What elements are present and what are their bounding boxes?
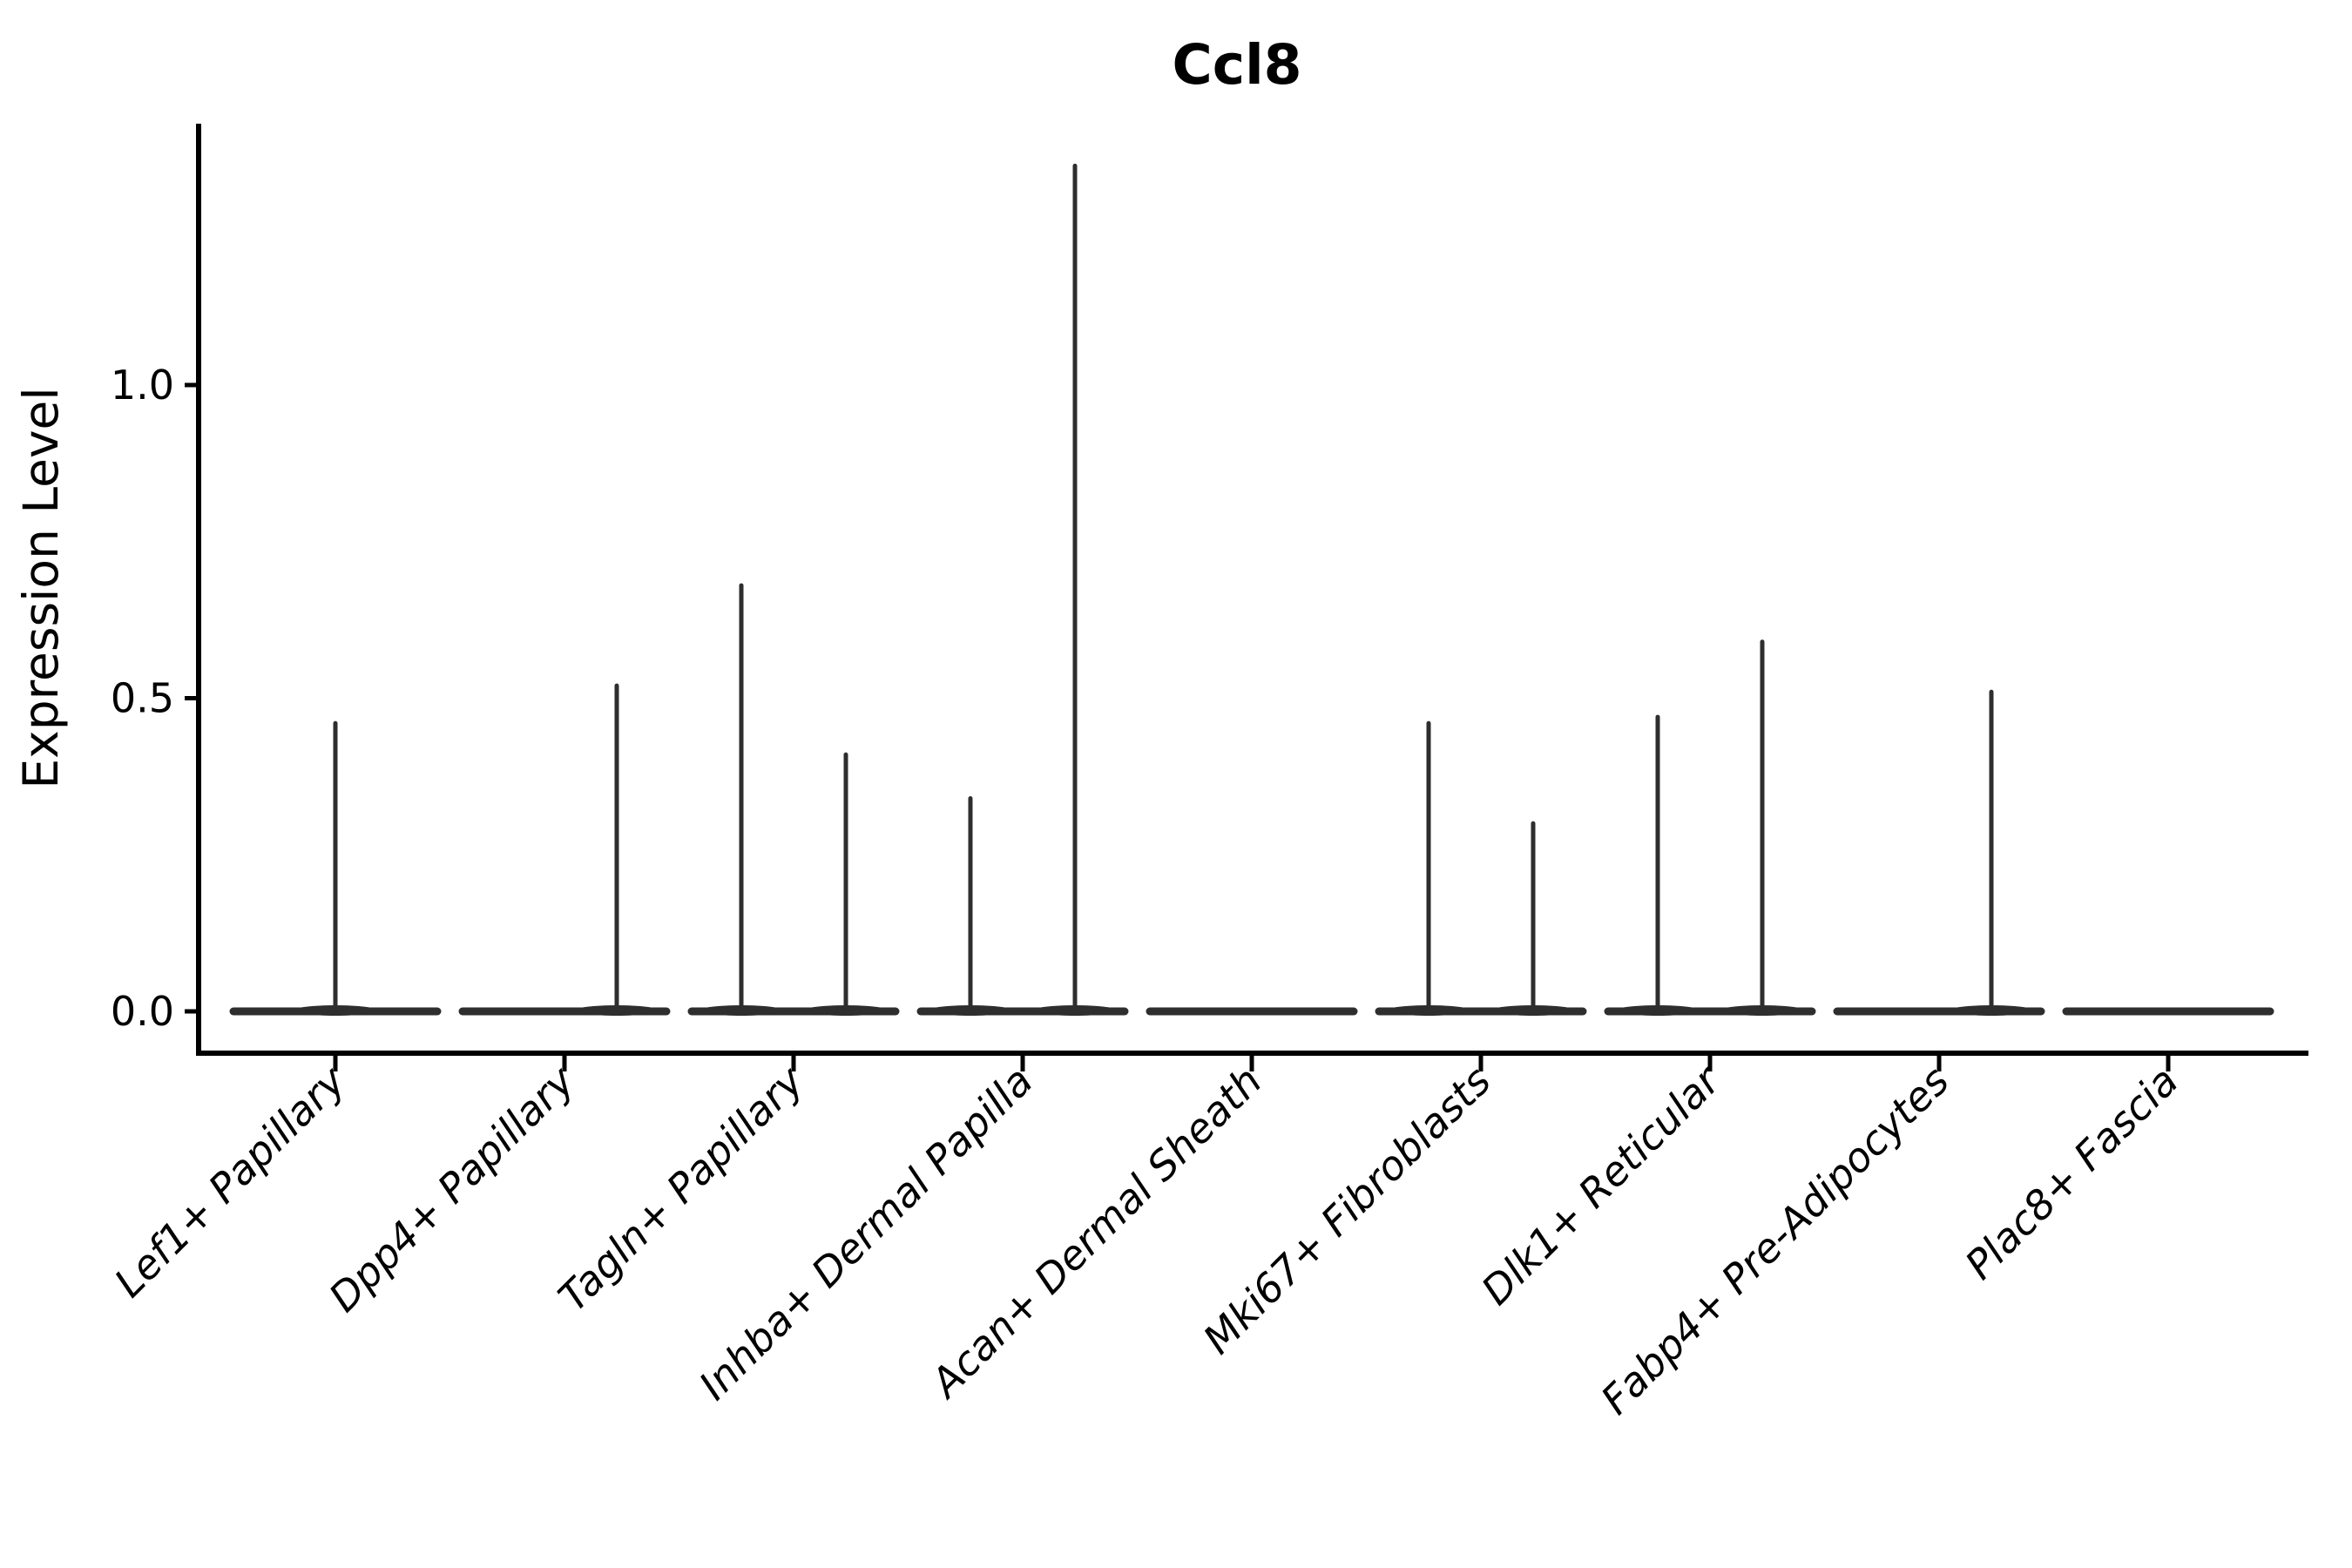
x-tick-label: Plac8+ Fascia (1956, 1058, 2186, 1288)
y-tick-label: 0.0 (111, 988, 174, 1035)
x-tick-label: Tagln+ Papillary (549, 1057, 813, 1321)
x-tick-label: Dpp4+ Papillary (320, 1057, 584, 1321)
plot-title: Ccl8 (1172, 33, 1301, 97)
x-tick-label: Dlk1+ Reticular (1472, 1055, 1731, 1314)
x-tick-label: Lef1+ Papillary (105, 1057, 355, 1306)
y-tick-label: 0.5 (111, 675, 174, 722)
y-axis-label: Expression Level (13, 387, 69, 788)
y-tick-label: 1.0 (111, 362, 174, 409)
